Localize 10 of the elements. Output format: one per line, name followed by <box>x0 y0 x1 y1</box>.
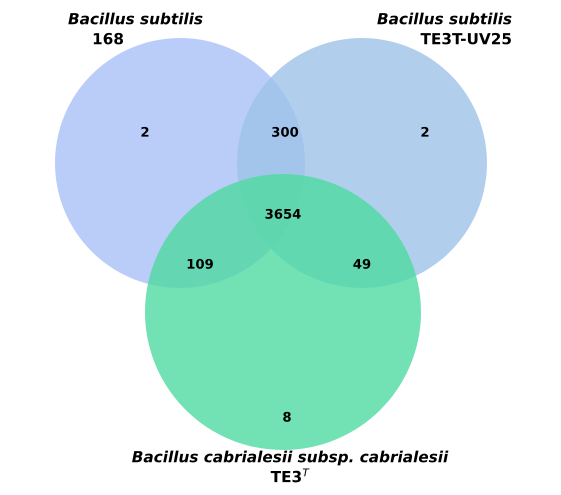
data-label: 300 <box>272 126 298 137</box>
text: Bacillus cabrialesii subsp. cabrialesii TE3$^{T}$ <box>132 450 448 482</box>
data-label: 8 <box>283 412 291 422</box>
data-label: 49 <box>353 258 370 269</box>
data-label: 2 <box>421 126 428 137</box>
text: Bacillus subtilis TE3T-UV25 <box>377 12 512 44</box>
data-label: 3654 <box>266 208 301 219</box>
data-label: 2 <box>141 126 148 137</box>
text: Bacillus subtilis 168 <box>68 12 202 44</box>
data-label: 109 <box>188 258 213 269</box>
